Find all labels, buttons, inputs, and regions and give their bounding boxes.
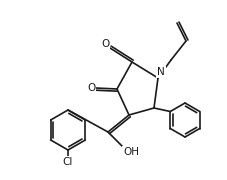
Text: N: N — [157, 67, 165, 77]
Text: O: O — [87, 83, 95, 93]
Text: OH: OH — [123, 147, 139, 157]
Text: O: O — [101, 39, 109, 49]
Text: Cl: Cl — [63, 157, 73, 167]
